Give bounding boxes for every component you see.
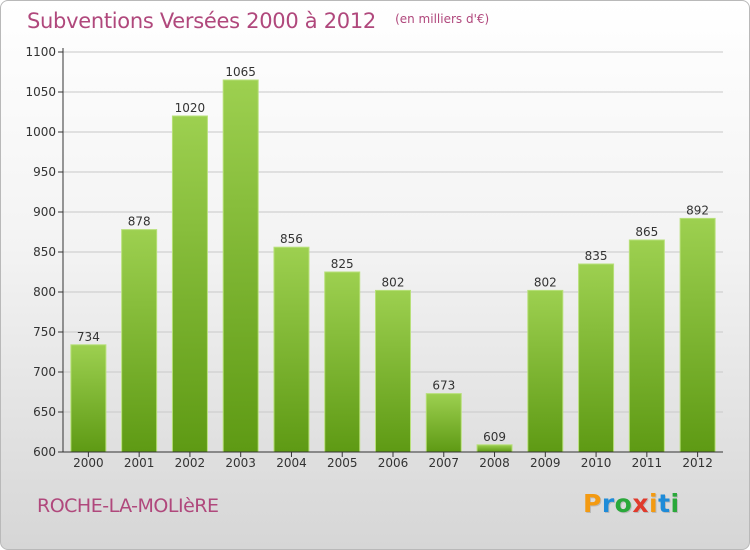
logo-letter: r bbox=[601, 489, 615, 518]
x-tick-label: 2002 bbox=[175, 456, 206, 470]
bar-2010 bbox=[578, 263, 615, 453]
y-tick-label: 1000 bbox=[25, 125, 56, 139]
logo-letter: t bbox=[658, 489, 671, 518]
y-tick-label: 900 bbox=[33, 205, 56, 219]
data-label: 865 bbox=[635, 225, 658, 239]
y-tick-label: 750 bbox=[33, 325, 56, 339]
x-tick-label: 2009 bbox=[530, 456, 561, 470]
y-tick-label: 650 bbox=[33, 405, 56, 419]
data-label: 825 bbox=[331, 257, 354, 271]
bar-2001 bbox=[121, 229, 158, 453]
data-label: 1020 bbox=[175, 101, 206, 115]
bar-2012 bbox=[679, 217, 716, 453]
data-label: 673 bbox=[432, 379, 455, 393]
bar-2009 bbox=[527, 289, 564, 453]
bar-2003 bbox=[222, 79, 259, 453]
place-name: ROCHE-LA-MOLIèRE bbox=[37, 495, 219, 517]
x-tick-label: 2011 bbox=[632, 456, 663, 470]
data-label: 856 bbox=[280, 232, 303, 246]
x-tick-label: 2003 bbox=[225, 456, 256, 470]
chart-subtitle: (en milliers d'€) bbox=[395, 12, 490, 26]
bar-2002 bbox=[171, 115, 208, 453]
bar-2008 bbox=[476, 444, 513, 453]
y-tick-label: 1050 bbox=[25, 85, 56, 99]
data-label: 609 bbox=[483, 430, 506, 444]
y-tick-label: 800 bbox=[33, 285, 56, 299]
axes bbox=[58, 48, 723, 457]
bar-2006 bbox=[375, 289, 411, 453]
x-tick-label: 2008 bbox=[479, 456, 510, 470]
data-label: 734 bbox=[77, 330, 100, 344]
logo-letter: x bbox=[632, 489, 649, 518]
chart-title: Subventions Versées 2000 à 2012 bbox=[27, 9, 376, 33]
data-label: 1065 bbox=[225, 65, 256, 79]
x-tick-label: 2006 bbox=[378, 456, 409, 470]
y-tick-label: 850 bbox=[33, 245, 56, 259]
proxiti-logo: Proxiti bbox=[583, 489, 680, 518]
data-label: 802 bbox=[382, 275, 405, 289]
title-row: Subventions Versées 2000 à 2012 (en mill… bbox=[27, 9, 489, 33]
logo-letter: o bbox=[614, 489, 633, 518]
labels: 600 650 700 750 800 850 900 950 1000 1050 1100 734 2… bbox=[25, 45, 712, 470]
x-tick-label: 2005 bbox=[327, 456, 358, 470]
bar-2004 bbox=[273, 246, 310, 453]
x-tick-label: 2000 bbox=[73, 456, 104, 470]
x-tick-label: 2004 bbox=[276, 456, 307, 470]
bar-2005 bbox=[324, 271, 361, 453]
data-label: 802 bbox=[534, 275, 557, 289]
y-tick-label: 600 bbox=[33, 445, 56, 459]
x-tick-label: 2012 bbox=[682, 456, 713, 470]
y-tick-label: 950 bbox=[33, 165, 56, 179]
bars bbox=[70, 79, 716, 453]
bar-2000 bbox=[70, 344, 107, 453]
x-tick-label: 2007 bbox=[428, 456, 459, 470]
x-tick-label: 2001 bbox=[124, 456, 155, 470]
logo-letter: i bbox=[670, 489, 680, 518]
y-tick-label: 1100 bbox=[25, 45, 56, 59]
data-label: 878 bbox=[128, 215, 151, 229]
x-tick-label: 2010 bbox=[581, 456, 612, 470]
data-label: 835 bbox=[585, 249, 608, 263]
logo-letter: P bbox=[583, 489, 602, 518]
bar-2007 bbox=[425, 393, 462, 453]
y-tick-label: 700 bbox=[33, 365, 56, 379]
logo-letter: i bbox=[649, 489, 659, 518]
data-label: 892 bbox=[686, 203, 709, 217]
bar-2011 bbox=[628, 239, 665, 453]
